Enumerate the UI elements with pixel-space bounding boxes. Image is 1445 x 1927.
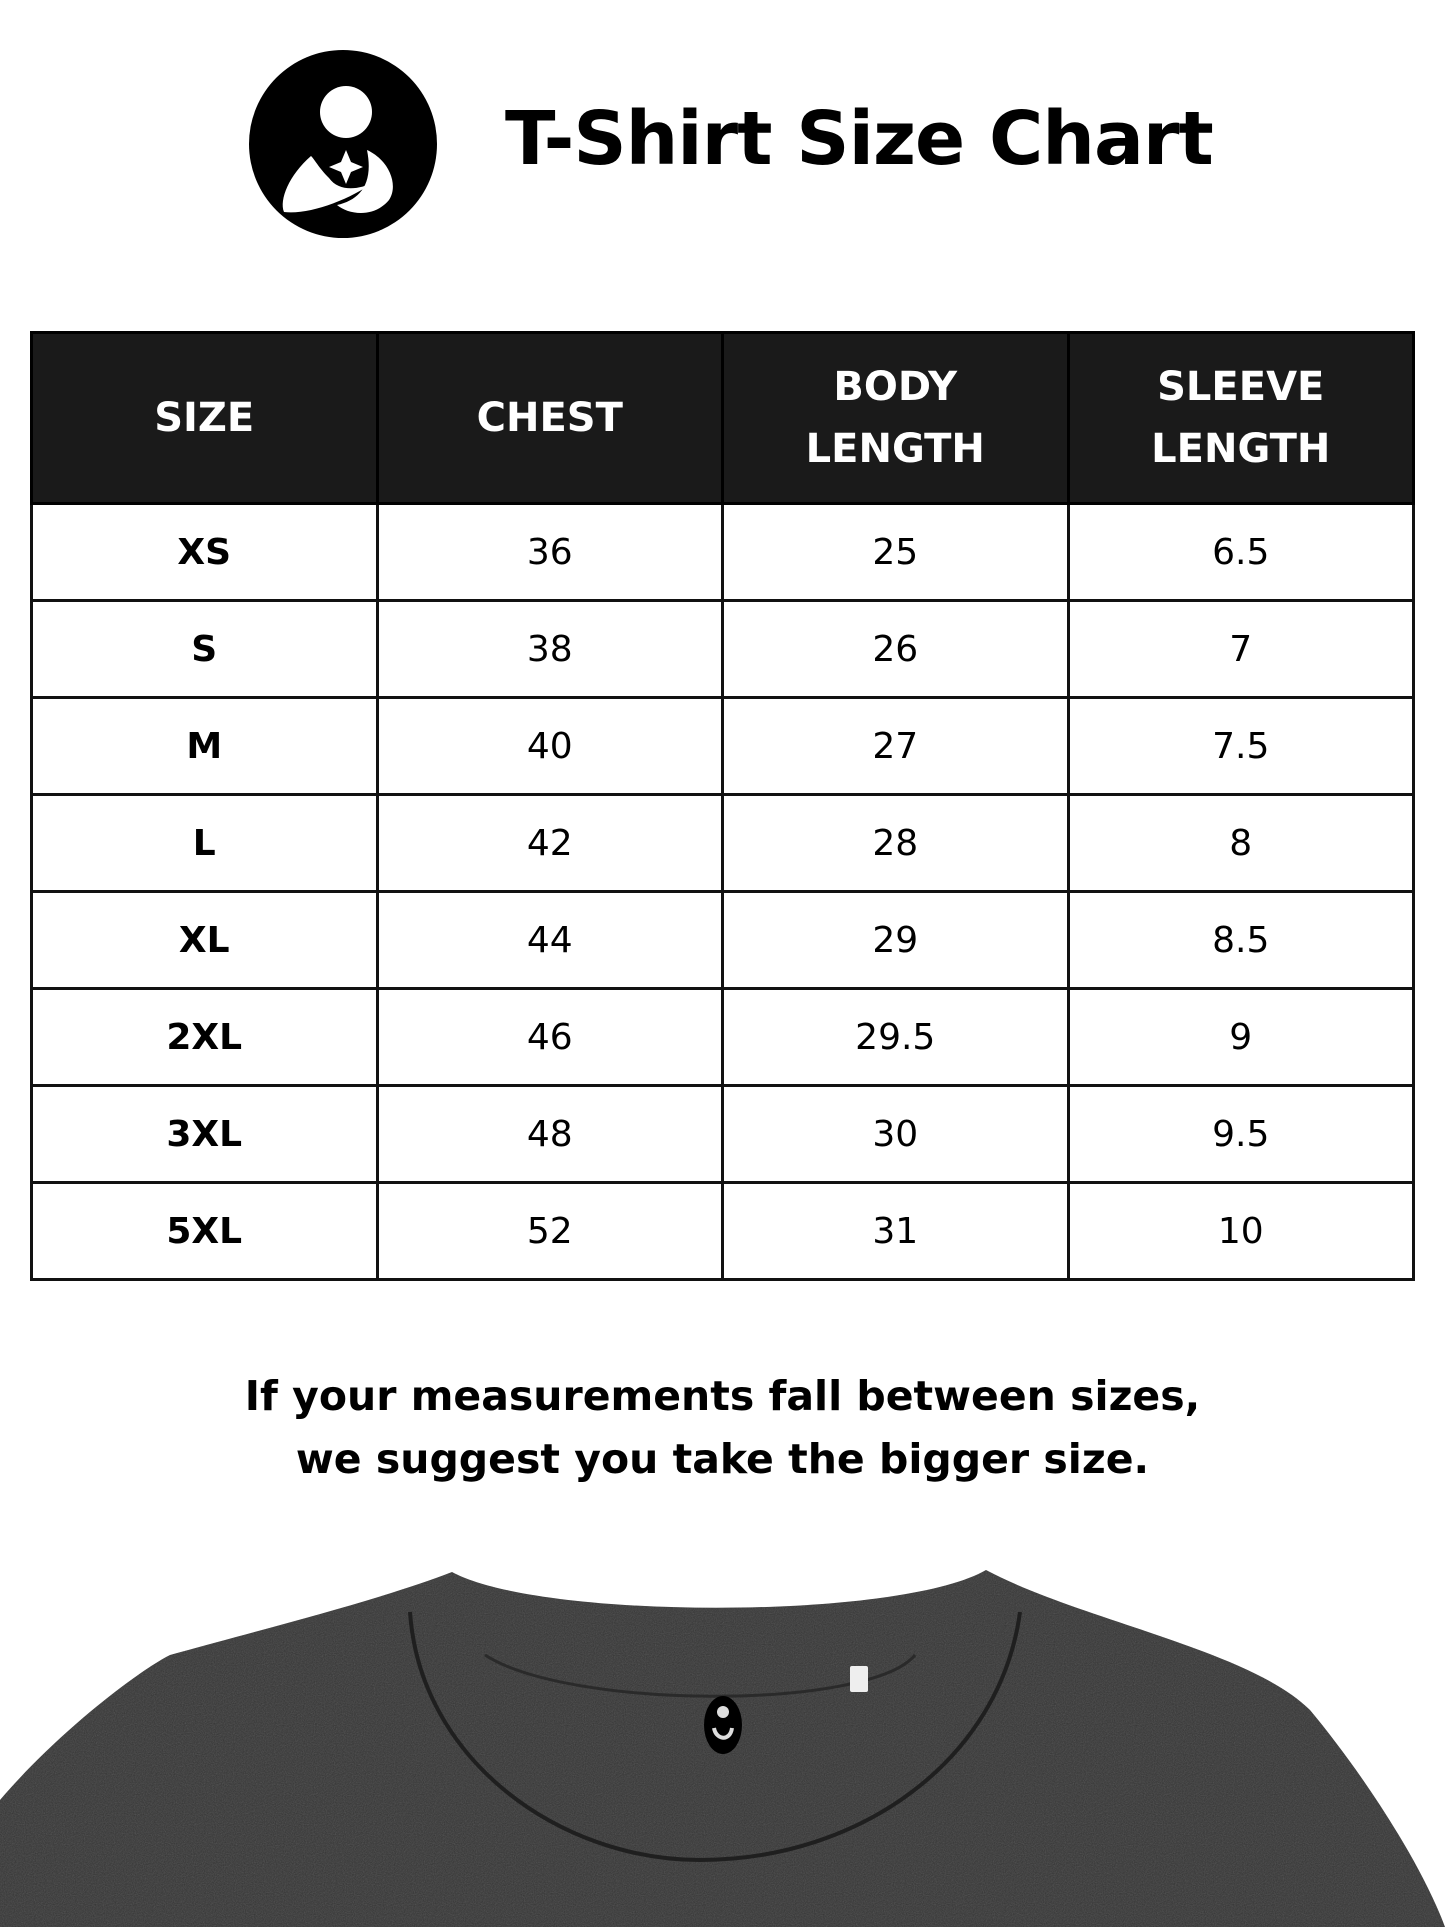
column-header-line: LENGTH bbox=[1151, 426, 1331, 472]
size-cell: XS bbox=[30, 502, 379, 602]
size-label-tag bbox=[850, 1666, 868, 1692]
table-row: XL 44 29 8.5 bbox=[30, 890, 1415, 990]
table-row: L 42 28 8 bbox=[30, 793, 1415, 893]
column-header-line: LENGTH bbox=[805, 426, 985, 472]
measurement-cell: 7 bbox=[1066, 599, 1415, 699]
measurement-cell: 29 bbox=[721, 890, 1070, 990]
measurement-cell: 48 bbox=[375, 1084, 724, 1184]
measurement-cell: 27 bbox=[721, 696, 1070, 796]
table-row: S 38 26 7 bbox=[30, 599, 1415, 699]
measurement-cell: 52 bbox=[375, 1181, 724, 1281]
table-row: 2XL 46 29.5 9 bbox=[30, 987, 1415, 1087]
size-chart-table: SIZE CHEST BODY LENGTH SLEEVE LENGTH XS 36 25 6.… bbox=[30, 331, 1415, 1281]
measurement-cell: 29.5 bbox=[721, 987, 1070, 1087]
table-row: 5XL 52 31 10 bbox=[30, 1181, 1415, 1281]
column-header-line: SLEEVE bbox=[1157, 364, 1325, 410]
measurement-cell: 28 bbox=[721, 793, 1070, 893]
measurement-cell: 36 bbox=[375, 502, 724, 602]
size-cell: 5XL bbox=[30, 1181, 379, 1281]
measurement-cell: 9 bbox=[1066, 987, 1415, 1087]
size-cell: M bbox=[30, 696, 379, 796]
note-line-2: we suggest you take the bigger size. bbox=[295, 1435, 1150, 1483]
measurement-cell: 30 bbox=[721, 1084, 1070, 1184]
column-header-line: CHEST bbox=[476, 395, 623, 441]
measurement-cell: 38 bbox=[375, 599, 724, 699]
tshirt-photo bbox=[0, 1570, 1445, 1927]
table-row: 3XL 48 30 9.5 bbox=[30, 1084, 1415, 1184]
column-header: SLEEVE LENGTH bbox=[1066, 331, 1415, 505]
page-title: T-Shirt Size Chart bbox=[505, 96, 1214, 182]
measurement-cell: 26 bbox=[721, 599, 1070, 699]
measurement-cell: 7.5 bbox=[1066, 696, 1415, 796]
table-row: M 40 27 7.5 bbox=[30, 696, 1415, 796]
neck-logo-icon bbox=[704, 1696, 742, 1754]
size-cell: XL bbox=[30, 890, 379, 990]
measurement-cell: 40 bbox=[375, 696, 724, 796]
measurement-cell: 44 bbox=[375, 890, 724, 990]
measurement-cell: 25 bbox=[721, 502, 1070, 602]
brand-logo bbox=[249, 50, 437, 238]
note-line-1: If your measurements fall between sizes, bbox=[244, 1372, 1201, 1420]
column-header: SIZE bbox=[30, 331, 379, 505]
measurement-cell: 8 bbox=[1066, 793, 1415, 893]
size-cell: 2XL bbox=[30, 987, 379, 1087]
column-header: CHEST bbox=[375, 331, 724, 505]
column-header-line: BODY bbox=[833, 364, 958, 410]
measurement-cell: 9.5 bbox=[1066, 1084, 1415, 1184]
measurement-cell: 8.5 bbox=[1066, 890, 1415, 990]
sizing-note: If your measurements fall between sizes,… bbox=[0, 1365, 1445, 1491]
measurement-cell: 46 bbox=[375, 987, 724, 1087]
column-header: BODY LENGTH bbox=[721, 331, 1070, 505]
measurement-cell: 31 bbox=[721, 1181, 1070, 1281]
size-cell: S bbox=[30, 599, 379, 699]
size-cell: 3XL bbox=[30, 1084, 379, 1184]
measurement-cell: 10 bbox=[1066, 1181, 1415, 1281]
measurement-cell: 6.5 bbox=[1066, 502, 1415, 602]
column-header-line: SIZE bbox=[154, 395, 255, 441]
size-cell: L bbox=[30, 793, 379, 893]
measurement-cell: 42 bbox=[375, 793, 724, 893]
table-row: XS 36 25 6.5 bbox=[30, 502, 1415, 602]
